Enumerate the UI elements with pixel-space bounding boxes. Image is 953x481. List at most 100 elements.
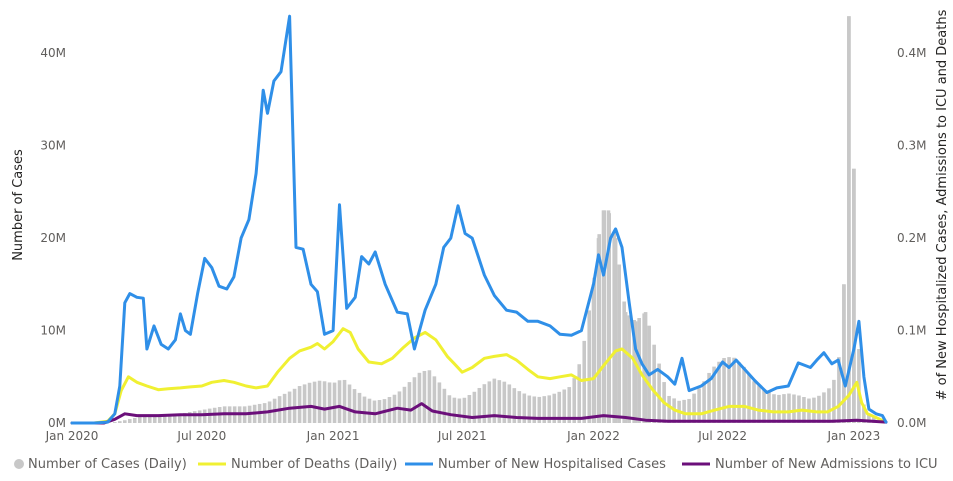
case-bar bbox=[502, 381, 507, 423]
case-bar bbox=[707, 372, 711, 423]
case-bar bbox=[512, 388, 517, 423]
y2-axis-title: # of New Hospitalized Cases, Admissions … bbox=[935, 9, 950, 400]
case-bar bbox=[137, 416, 142, 423]
case-bar bbox=[317, 380, 322, 423]
case-bar bbox=[197, 410, 202, 423]
case-bar bbox=[742, 366, 746, 423]
case-bar bbox=[447, 395, 452, 423]
case-bar bbox=[192, 411, 197, 423]
x-tick-label: Jan 2020 bbox=[45, 429, 99, 443]
y-axis-ticks: 0M 10M 20M 30M 40M bbox=[40, 46, 66, 430]
legend-label: Number of New Hospitalised Cases bbox=[438, 457, 666, 472]
legend-item[interactable]: Number of Deaths (Daily) bbox=[198, 457, 397, 472]
y2-tick-label: 0.4M bbox=[897, 46, 926, 60]
case-bar bbox=[777, 394, 781, 423]
case-bar bbox=[782, 394, 786, 423]
case-bar bbox=[557, 391, 562, 423]
case-bar bbox=[682, 399, 686, 423]
y2-tick-label: 0.3M bbox=[897, 139, 926, 153]
y-tick-label: 0M bbox=[48, 416, 66, 430]
case-bar bbox=[717, 361, 721, 423]
legend-item[interactable]: Number of New Hospitalised Cases bbox=[405, 457, 666, 472]
case-bar bbox=[302, 384, 307, 423]
case-bar bbox=[182, 412, 187, 423]
y-tick-label: 40M bbox=[40, 46, 66, 60]
case-bar bbox=[442, 388, 447, 423]
case-bar bbox=[737, 362, 741, 423]
x-tick-label: Jan 2021 bbox=[306, 429, 360, 443]
case-bar bbox=[517, 391, 522, 423]
bar-series-cases bbox=[113, 16, 876, 423]
case-bar bbox=[347, 384, 352, 423]
case-bar bbox=[122, 420, 127, 423]
case-bar bbox=[732, 357, 736, 423]
case-bar bbox=[147, 415, 152, 423]
case-bar bbox=[757, 385, 761, 423]
case-bar bbox=[627, 315, 631, 423]
case-bar bbox=[142, 416, 147, 423]
case-bar bbox=[457, 398, 462, 423]
case-bar bbox=[652, 344, 656, 423]
case-bar bbox=[477, 387, 482, 423]
case-bar-peak bbox=[596, 238, 601, 423]
case-bar bbox=[427, 370, 432, 423]
legend: Number of Cases (Daily) Number of Deaths … bbox=[14, 457, 938, 472]
case-bar bbox=[867, 413, 871, 423]
case-bar bbox=[752, 381, 756, 423]
case-bar bbox=[552, 393, 557, 423]
case-bar bbox=[332, 382, 337, 423]
case-bar bbox=[702, 381, 706, 423]
legend-item[interactable]: Number of New Admissions to ICU bbox=[682, 457, 938, 472]
legend-label: Number of Cases (Daily) bbox=[28, 457, 187, 472]
case-bar bbox=[422, 370, 427, 423]
case-bar bbox=[577, 364, 582, 423]
case-bar bbox=[342, 379, 347, 423]
case-bar bbox=[322, 381, 327, 423]
case-bar bbox=[312, 381, 317, 423]
y2-tick-label: 0.2M bbox=[897, 231, 926, 245]
case-bar bbox=[537, 396, 542, 423]
case-bar bbox=[452, 397, 457, 423]
y-axis-title: Number of Cases bbox=[11, 149, 26, 261]
case-bar bbox=[572, 378, 577, 423]
legend-item[interactable]: Number of Cases (Daily) bbox=[14, 457, 187, 472]
case-bar bbox=[712, 366, 716, 423]
case-bar-peak bbox=[633, 321, 638, 423]
y-tick-label: 10M bbox=[40, 324, 66, 338]
case-bar-peak bbox=[847, 16, 851, 423]
y-tick-label: 30M bbox=[40, 139, 66, 153]
case-bar bbox=[667, 395, 671, 423]
case-bar bbox=[582, 340, 587, 423]
legend-marker-dot bbox=[14, 459, 24, 469]
x-tick-label: Jan 2022 bbox=[566, 429, 620, 443]
case-bar bbox=[362, 396, 367, 423]
case-bar bbox=[132, 417, 137, 423]
case-bar bbox=[747, 373, 751, 423]
case-bar bbox=[727, 357, 731, 423]
case-bar bbox=[822, 392, 826, 423]
case-bar bbox=[307, 382, 312, 423]
case-bar bbox=[417, 372, 422, 423]
legend-label: Number of Deaths (Daily) bbox=[231, 457, 397, 472]
y2-axis-ticks: 0.0M 0.1M 0.2M 0.3M 0.4M bbox=[897, 46, 926, 430]
case-bar bbox=[507, 384, 512, 423]
case-bar-peak bbox=[613, 238, 618, 423]
case-bar bbox=[113, 422, 117, 423]
case-bar bbox=[522, 393, 527, 423]
case-bar bbox=[687, 398, 691, 423]
case-bar bbox=[692, 393, 696, 423]
case-bar bbox=[172, 414, 177, 423]
case-bar bbox=[402, 386, 407, 423]
case-bar bbox=[407, 382, 412, 423]
case-bar bbox=[587, 310, 592, 423]
case-bar bbox=[872, 416, 876, 423]
x-tick-label: Jul 2020 bbox=[176, 429, 226, 443]
case-bar bbox=[547, 395, 552, 423]
case-bar bbox=[432, 376, 437, 423]
case-bar bbox=[657, 363, 661, 423]
x-tick-label: Jul 2022 bbox=[697, 429, 747, 443]
line-series-group bbox=[70, 14, 888, 425]
case-bar bbox=[187, 412, 192, 423]
case-bar-peak bbox=[842, 284, 846, 423]
